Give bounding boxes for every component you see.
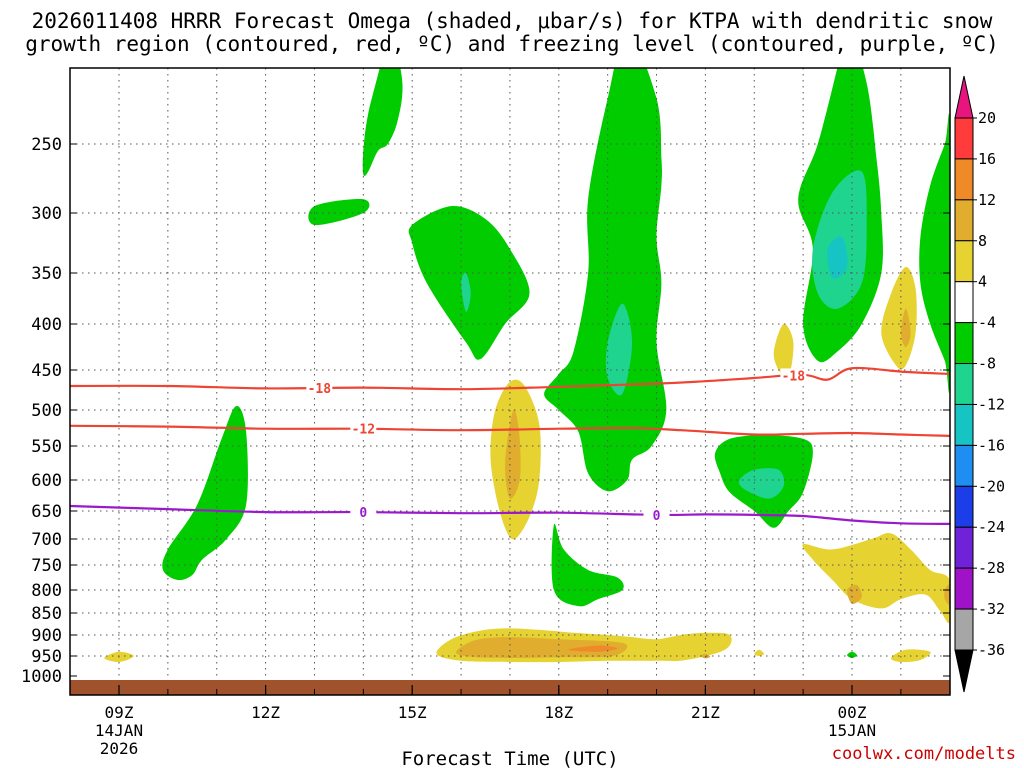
y-tick-label-400: 400 bbox=[31, 315, 62, 335]
colorbar-box-10 bbox=[954, 526, 974, 569]
colorbar-label-4: 4 bbox=[978, 273, 987, 291]
x-tick-sublabel-14JAN: 14JAN bbox=[95, 721, 143, 740]
omega-region-down-weak-21 bbox=[754, 649, 764, 656]
colorbar-box-12 bbox=[954, 608, 974, 651]
colorbar-box-8 bbox=[954, 444, 974, 487]
omega-region-up-weak-2 bbox=[362, 68, 403, 177]
contour-label-freezing-level-1: 0 bbox=[653, 509, 661, 524]
contour-label-bg bbox=[643, 507, 670, 522]
colorbar-box-1 bbox=[954, 158, 974, 201]
colorbar-label--12: -12 bbox=[978, 395, 1005, 413]
y-tick-label-550: 550 bbox=[31, 437, 62, 457]
x-tick-label-12Z: 12Z bbox=[251, 703, 280, 722]
y-tick-label-750: 750 bbox=[31, 556, 62, 576]
colorbar-box-9 bbox=[954, 485, 974, 528]
colorbar-box-5 bbox=[954, 322, 974, 365]
colorbar-label--28: -28 bbox=[978, 559, 1005, 577]
contour-label-dgz-minus-12-0: -12 bbox=[352, 423, 375, 438]
colorbar-label--8: -8 bbox=[978, 355, 996, 373]
x-tick-label-09Z: 09Z bbox=[105, 703, 134, 722]
x-tick-label-21Z: 21Z bbox=[691, 703, 720, 722]
contour-dgz-minus-18 bbox=[70, 366, 950, 391]
omega-region-up-mod-12 bbox=[739, 468, 785, 499]
omega-region-down-mod-23 bbox=[505, 409, 521, 499]
omega-region-up-mod-11 bbox=[461, 272, 471, 312]
credit-text: coolwx.com/modelts bbox=[831, 744, 1016, 764]
colorbar-label--4: -4 bbox=[978, 314, 996, 332]
y-tick-label-450: 450 bbox=[31, 361, 62, 381]
contour-dgz-minus-12 bbox=[70, 424, 950, 437]
colorbar-box-2 bbox=[954, 199, 974, 242]
contour-label-dgz-minus-18-0: -18 bbox=[308, 382, 332, 397]
y-tick-label-250: 250 bbox=[31, 135, 62, 155]
omega-region-up-weak-0 bbox=[162, 405, 248, 581]
y-tick-label-1000: 1000 bbox=[21, 667, 62, 687]
chart-title-line-1: 2026011408 HRRR Forecast Omega (shaded, … bbox=[31, 9, 993, 33]
omega-region-up-weak-5 bbox=[551, 523, 624, 607]
x-tick-label-18Z: 18Z bbox=[544, 703, 573, 722]
colorbar-label-12: 12 bbox=[978, 191, 996, 209]
colorbar-box-4 bbox=[954, 281, 974, 324]
y-tick-label-950: 950 bbox=[31, 647, 62, 667]
colorbar: 20 16 12 8 4 -4 -8 -12 -16 -20 -24 -28 -32 -36 bbox=[954, 75, 1005, 693]
contour-label-bg bbox=[306, 380, 333, 395]
omega-region-down-weak-17 bbox=[773, 323, 794, 380]
colorbar-label--32: -32 bbox=[978, 600, 1005, 618]
colorbar-label--16: -16 bbox=[978, 436, 1005, 454]
colorbar-top-arrow bbox=[954, 75, 974, 119]
omega-region-down-mod-22 bbox=[456, 637, 628, 659]
colorbar-label--20: -20 bbox=[978, 477, 1005, 495]
contour-label-dgz-minus-18-1: -18 bbox=[782, 369, 806, 384]
omega-region-up-mod-10 bbox=[605, 303, 633, 396]
colorbar-label--24: -24 bbox=[978, 518, 1005, 536]
omega-region-down-weak-19 bbox=[802, 533, 950, 623]
y-tick-label-900: 900 bbox=[31, 626, 62, 646]
colorbar-box-6 bbox=[954, 363, 974, 405]
y-tick-label-850: 850 bbox=[31, 604, 62, 624]
y-tick-label-300: 300 bbox=[31, 204, 62, 224]
omega-region-up-weak-29 bbox=[847, 651, 857, 658]
colorbar-label-20: 20 bbox=[978, 109, 996, 127]
colorbar-box-0 bbox=[954, 117, 974, 160]
contour-freezing-level bbox=[70, 504, 950, 525]
contour-label-freezing-level-0: 0 bbox=[359, 506, 367, 521]
colorbar-box-7 bbox=[954, 403, 974, 446]
x-tick-label-00Z: 00Z bbox=[838, 703, 867, 722]
y-tick-label-700: 700 bbox=[31, 530, 62, 550]
x-tick-sublabel-2026: 2026 bbox=[100, 739, 139, 758]
x-axis-label: Forecast Time (UTC) bbox=[401, 748, 618, 768]
colorbar-label-16: 16 bbox=[978, 150, 996, 168]
x-tick-sublabel-15JAN: 15JAN bbox=[828, 721, 876, 740]
y-tick-label-800: 800 bbox=[31, 581, 62, 601]
omega-region-up-weak-4 bbox=[544, 68, 667, 492]
omega-region-down-mod-24 bbox=[900, 308, 911, 347]
x-tick-label-15Z: 15Z bbox=[398, 703, 427, 722]
colorbar-bottom-arrow bbox=[954, 649, 974, 693]
colorbar-label-8: 8 bbox=[978, 232, 987, 250]
y-tick-label-650: 650 bbox=[31, 502, 62, 522]
contour-label-bg bbox=[350, 421, 377, 436]
ground-strip bbox=[70, 680, 950, 695]
y-tick-label-500: 500 bbox=[31, 401, 62, 421]
y-tick-label-350: 350 bbox=[31, 264, 62, 284]
omega-region-down-mod-26 bbox=[944, 584, 950, 605]
omega-region-down-strong-28 bbox=[568, 645, 618, 652]
omega-region-up-weak-8 bbox=[919, 113, 950, 394]
contour-label-bg bbox=[350, 505, 377, 520]
colorbar-box-11 bbox=[954, 567, 974, 610]
omega-region-up-weak-1 bbox=[308, 198, 370, 226]
contour-label-bg bbox=[780, 368, 807, 383]
omega-region-down-weak-18 bbox=[881, 266, 917, 370]
chart-title-line-2: growth region (contoured, red, ºC) and f… bbox=[25, 32, 999, 56]
y-tick-label-600: 600 bbox=[31, 471, 62, 491]
colorbar-label--36: -36 bbox=[978, 641, 1005, 659]
colorbar-box-3 bbox=[954, 240, 974, 283]
omega-region-up-strong-13 bbox=[827, 236, 848, 279]
